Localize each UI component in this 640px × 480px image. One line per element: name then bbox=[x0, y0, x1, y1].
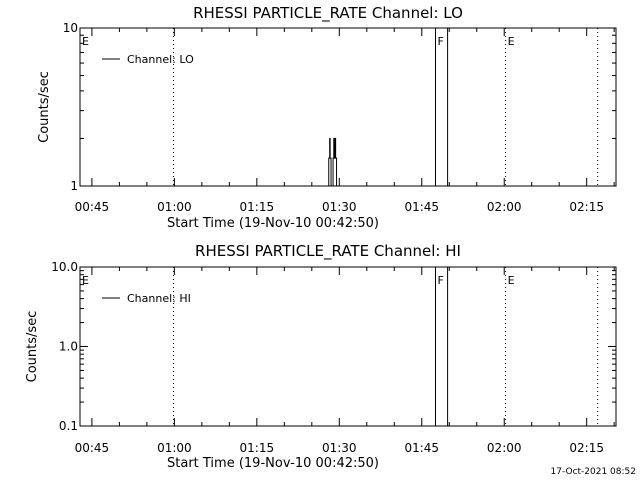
panel-hi: RHESSI PARTICLE_RATE Channel: HI 00:45 01:… bbox=[25, 242, 617, 471]
x-tick-label: 01:45 bbox=[404, 200, 439, 214]
event-marker-label: F bbox=[438, 274, 444, 287]
series-line bbox=[327, 137, 338, 187]
x-axis-label: Start Time (19-Nov-10 00:42:50) bbox=[167, 216, 379, 231]
x-tick-label: 01:15 bbox=[240, 200, 275, 214]
legend-label: Channel: HI bbox=[127, 292, 191, 305]
x-tick-label: 02:15 bbox=[569, 441, 604, 455]
chart-title: RHESSI PARTICLE_RATE Channel: HI bbox=[195, 242, 461, 261]
x-tick-label: 01:00 bbox=[157, 441, 192, 455]
x-tick-label: 00:45 bbox=[75, 441, 110, 455]
y-tick-label: 10.0 bbox=[51, 260, 78, 274]
panel-lo: RHESSI PARTICLE_RATE Channel: LO 00:45 01:… bbox=[37, 4, 617, 231]
y-axis-label: Counts/sec bbox=[25, 311, 40, 383]
event-marker-label: E bbox=[82, 274, 89, 287]
x-tick-label: 01:15 bbox=[240, 441, 275, 455]
x-tick-label: 02:00 bbox=[487, 200, 522, 214]
x-tick-label: 02:00 bbox=[487, 441, 522, 455]
event-marker-label: E bbox=[82, 35, 89, 48]
event-marker-label: E bbox=[508, 35, 515, 48]
event-marker-label: E bbox=[508, 274, 515, 287]
footer-timestamp: 17-Oct-2021 08:52 bbox=[551, 467, 636, 477]
plot-frame bbox=[79, 266, 617, 427]
x-tick-label: 01:45 bbox=[404, 441, 439, 455]
x-tick-label: 01:30 bbox=[322, 441, 357, 455]
plot-frame bbox=[79, 27, 617, 187]
x-tick-label: 01:00 bbox=[157, 200, 192, 214]
x-tick-label: 02:15 bbox=[569, 200, 604, 214]
y-tick-label: 1.0 bbox=[59, 340, 78, 354]
x-tick-label: 00:45 bbox=[75, 200, 110, 214]
legend-label: Channel: LO bbox=[127, 53, 194, 66]
y-tick-label: 1 bbox=[70, 179, 78, 193]
y-axis-label: Counts/sec bbox=[37, 71, 52, 143]
y-tick-label: 10 bbox=[63, 21, 78, 35]
event-marker-label: F bbox=[438, 35, 444, 48]
chart-title: RHESSI PARTICLE_RATE Channel: LO bbox=[193, 4, 463, 23]
x-tick-label: 01:30 bbox=[322, 200, 357, 214]
x-axis-label: Start Time (19-Nov-10 00:42:50) bbox=[167, 456, 379, 471]
y-tick-label: 0.1 bbox=[59, 419, 78, 433]
